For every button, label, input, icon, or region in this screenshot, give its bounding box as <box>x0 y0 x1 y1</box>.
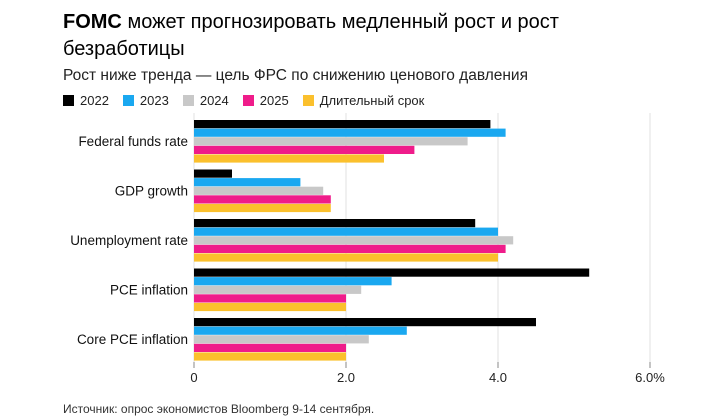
bar-unemployment-rate-2025 <box>194 244 506 253</box>
legend-swatch-longrun <box>302 95 314 106</box>
bar-core-pce-inflation-2025 <box>194 343 346 352</box>
title-brand: FOMC <box>63 11 122 33</box>
bar-gdp-growth-2023 <box>194 178 301 187</box>
category-label-pce-inflation: PCE inflation <box>110 283 188 298</box>
bar-pce-inflation-2022 <box>194 268 590 277</box>
legend-label-2023: 2023 <box>139 93 169 108</box>
bar-pce-inflation-2025 <box>194 294 346 303</box>
source-note: Источник: опрос экономистов Bloomberg 9-… <box>63 402 375 416</box>
bar-core-pce-inflation-2023 <box>194 326 407 335</box>
bar-unemployment-rate-Длительный-срок <box>194 253 498 262</box>
category-label-core-pce-inflation: Core PCE inflation <box>77 332 188 347</box>
x-tick-label-6: 6.0% <box>635 370 665 385</box>
bar-federal-funds-rate-2022 <box>194 120 491 129</box>
legend-item-2023: 2023 <box>122 93 169 108</box>
bar-federal-funds-rate-2024 <box>194 137 468 146</box>
bar-federal-funds-rate-2023 <box>194 128 506 137</box>
bar-pce-inflation-2024 <box>194 285 362 294</box>
legend-swatch-2023 <box>122 95 134 106</box>
legend-item-longrun: Длительный срок <box>302 93 425 108</box>
legend-swatch-2025 <box>242 95 254 106</box>
bar-federal-funds-rate-2025 <box>194 145 415 154</box>
x-tick-label-4: 4.0 <box>489 370 507 385</box>
bar-unemployment-rate-2024 <box>194 236 514 245</box>
legend-item-2022: 2022 <box>63 93 109 108</box>
legend-label-2025: 2025 <box>259 93 289 108</box>
x-tick-label-0: 0 <box>190 370 197 385</box>
chart-title: FOMC может прогнозировать медленный рост… <box>63 9 683 63</box>
legend-item-2024: 2024 <box>182 93 229 108</box>
bar-core-pce-inflation-2022 <box>194 318 536 327</box>
bar-pce-inflation-Длительный-срок <box>194 302 346 312</box>
bar-gdp-growth-2024 <box>194 186 324 195</box>
chart-subtitle: Рост ниже тренда — цель ФРС по снижению … <box>63 67 528 84</box>
bar-gdp-growth-Длительный-срок <box>194 203 331 213</box>
bar-gdp-growth-2025 <box>194 195 331 204</box>
bar-core-pce-inflation-Длительный-срок <box>194 352 346 361</box>
x-tick-label-2: 2.0 <box>337 370 355 385</box>
legend-label-2024: 2024 <box>199 93 229 108</box>
legend-label-2022: 2022 <box>80 93 109 108</box>
legend-swatch-2022 <box>63 95 74 106</box>
bar-pce-inflation-2023 <box>194 277 392 286</box>
category-label-unemployment-rate: Unemployment rate <box>70 233 188 248</box>
bar-gdp-growth-2022 <box>194 169 232 178</box>
legend-swatch-2024 <box>182 95 194 106</box>
category-label-federal-funds-rate: Federal funds rate <box>78 134 188 149</box>
legend-label-longrun: Длительный срок <box>319 93 425 108</box>
legend-item-2025: 2025 <box>242 93 289 108</box>
bar-core-pce-inflation-2024 <box>194 335 369 344</box>
legend: 2022 2023 2024 2025 Длительный срок <box>63 93 424 108</box>
title-text: может прогнозировать медленный рост и ро… <box>63 11 559 60</box>
bar-unemployment-rate-2023 <box>194 227 498 236</box>
bar-unemployment-rate-2022 <box>194 219 476 228</box>
category-label-gdp-growth: GDP growth <box>115 184 188 199</box>
bar-federal-funds-rate-Длительный-срок <box>194 154 384 163</box>
